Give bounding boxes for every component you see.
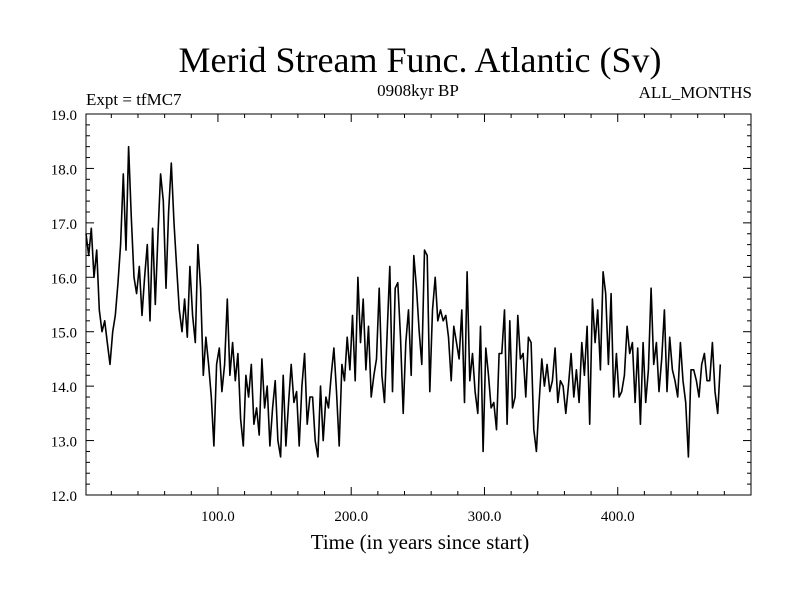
months-label: ALL_MONTHS — [639, 83, 752, 102]
y-tick-label: 16.0 — [51, 271, 77, 287]
period-label: 0908kyr BP — [377, 81, 459, 100]
experiment-label: Expt = tfMC7 — [86, 90, 182, 109]
y-tick-label: 17.0 — [51, 217, 77, 233]
plot-frame — [85, 113, 752, 496]
x-tick-label: 200.0 — [334, 509, 368, 525]
x-tick-label: 400.0 — [601, 509, 635, 525]
y-tick-label: 18.0 — [51, 162, 77, 178]
y-tick-label: 12.0 — [51, 489, 77, 505]
x-axis-label: Time (in years since start) — [311, 530, 530, 554]
x-tick-label: 300.0 — [468, 509, 502, 525]
y-tick-label: 15.0 — [51, 326, 77, 342]
y-tick-label: 13.0 — [51, 435, 77, 451]
chart-title: Merid Stream Func. Atlantic (Sv) — [179, 40, 662, 80]
y-axis: 12.0 13.0 14.0 15.0 16.0 17.0 18.0 19.0 — [51, 108, 751, 505]
x-tick-label: 100.0 — [201, 509, 235, 525]
series-line — [85, 145, 722, 458]
series-layer — [85, 145, 722, 458]
x-axis: 100.0 200.0 300.0 400.0 — [110, 114, 725, 525]
y-tick-label: 14.0 — [51, 380, 77, 396]
y-tick-label: 19.0 — [51, 108, 77, 124]
